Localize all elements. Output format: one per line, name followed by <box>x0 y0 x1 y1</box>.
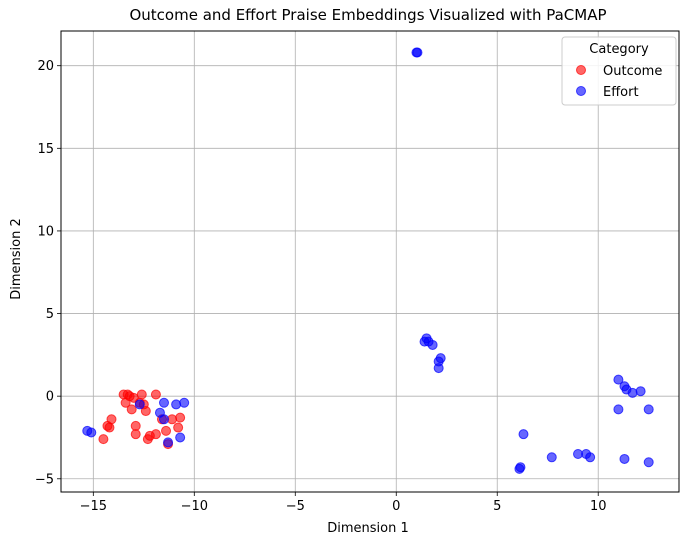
data-points <box>82 47 654 474</box>
x-tick-label: −15 <box>80 499 107 514</box>
point-outcome <box>106 414 117 425</box>
x-tick-label: −10 <box>181 499 208 514</box>
point-effort <box>433 363 444 374</box>
legend-marker-outcome <box>576 65 586 75</box>
chart-title: Outcome and Effort Praise Embeddings Vis… <box>129 6 606 24</box>
axis-ticks: −15 −10 −5 0 5 10 −5 0 5 10 15 20 <box>35 59 607 514</box>
point-outcome <box>150 389 161 400</box>
y-axis-label: Dimension 2 <box>9 218 24 300</box>
point-effort <box>585 452 596 463</box>
point-effort <box>159 414 169 425</box>
x-tick-label: 5 <box>493 499 501 514</box>
y-tick-label: 5 <box>46 307 54 322</box>
point-effort <box>546 452 557 463</box>
y-tick-label: 0 <box>46 390 54 405</box>
grid-lines <box>61 31 679 492</box>
point-outcome <box>126 404 137 415</box>
point-effort <box>427 339 438 350</box>
legend-title: Category <box>589 42 649 57</box>
point-effort <box>175 432 186 443</box>
point-outcome <box>175 412 186 423</box>
x-tick-label: 0 <box>392 499 400 514</box>
point-outcome <box>140 406 151 417</box>
y-tick-label: 20 <box>37 59 54 74</box>
point-effort <box>171 399 182 410</box>
point-outcome <box>98 434 109 445</box>
legend: Category Outcome Effort <box>561 36 677 106</box>
y-tick-label: 10 <box>37 224 54 239</box>
point-outcome <box>104 422 115 433</box>
point-outcome <box>161 425 172 436</box>
legend-marker-effort <box>576 86 586 96</box>
point-outcome <box>173 422 184 433</box>
plot-frame <box>60 30 680 493</box>
point-effort <box>163 437 174 448</box>
point-outcome <box>130 429 141 440</box>
point-effort <box>635 386 646 397</box>
x-tick-label: −5 <box>286 499 305 514</box>
point-effort <box>518 429 529 440</box>
x-tick-label: 10 <box>590 499 607 514</box>
point-effort <box>134 399 145 410</box>
point-effort <box>86 427 97 438</box>
point-effort <box>619 453 630 464</box>
point-effort <box>515 462 526 473</box>
point-effort <box>627 387 638 398</box>
point-effort <box>412 47 423 58</box>
point-effort <box>613 374 624 385</box>
point-effort <box>159 397 169 408</box>
point-outcome <box>136 389 147 400</box>
x-axis-label: Dimension 1 <box>327 521 409 536</box>
point-effort <box>179 397 190 408</box>
y-tick-label: 15 <box>37 142 54 157</box>
point-effort <box>435 353 446 364</box>
point-outcome <box>130 420 141 431</box>
y-tick-label: −5 <box>35 472 54 487</box>
legend-label-effort: Effort <box>603 85 639 100</box>
point-effort <box>613 404 624 415</box>
point-outcome <box>150 429 161 440</box>
point-effort <box>643 404 654 415</box>
legend-label-outcome: Outcome <box>603 64 662 79</box>
point-effort <box>643 457 654 468</box>
legend-box <box>561 36 677 106</box>
